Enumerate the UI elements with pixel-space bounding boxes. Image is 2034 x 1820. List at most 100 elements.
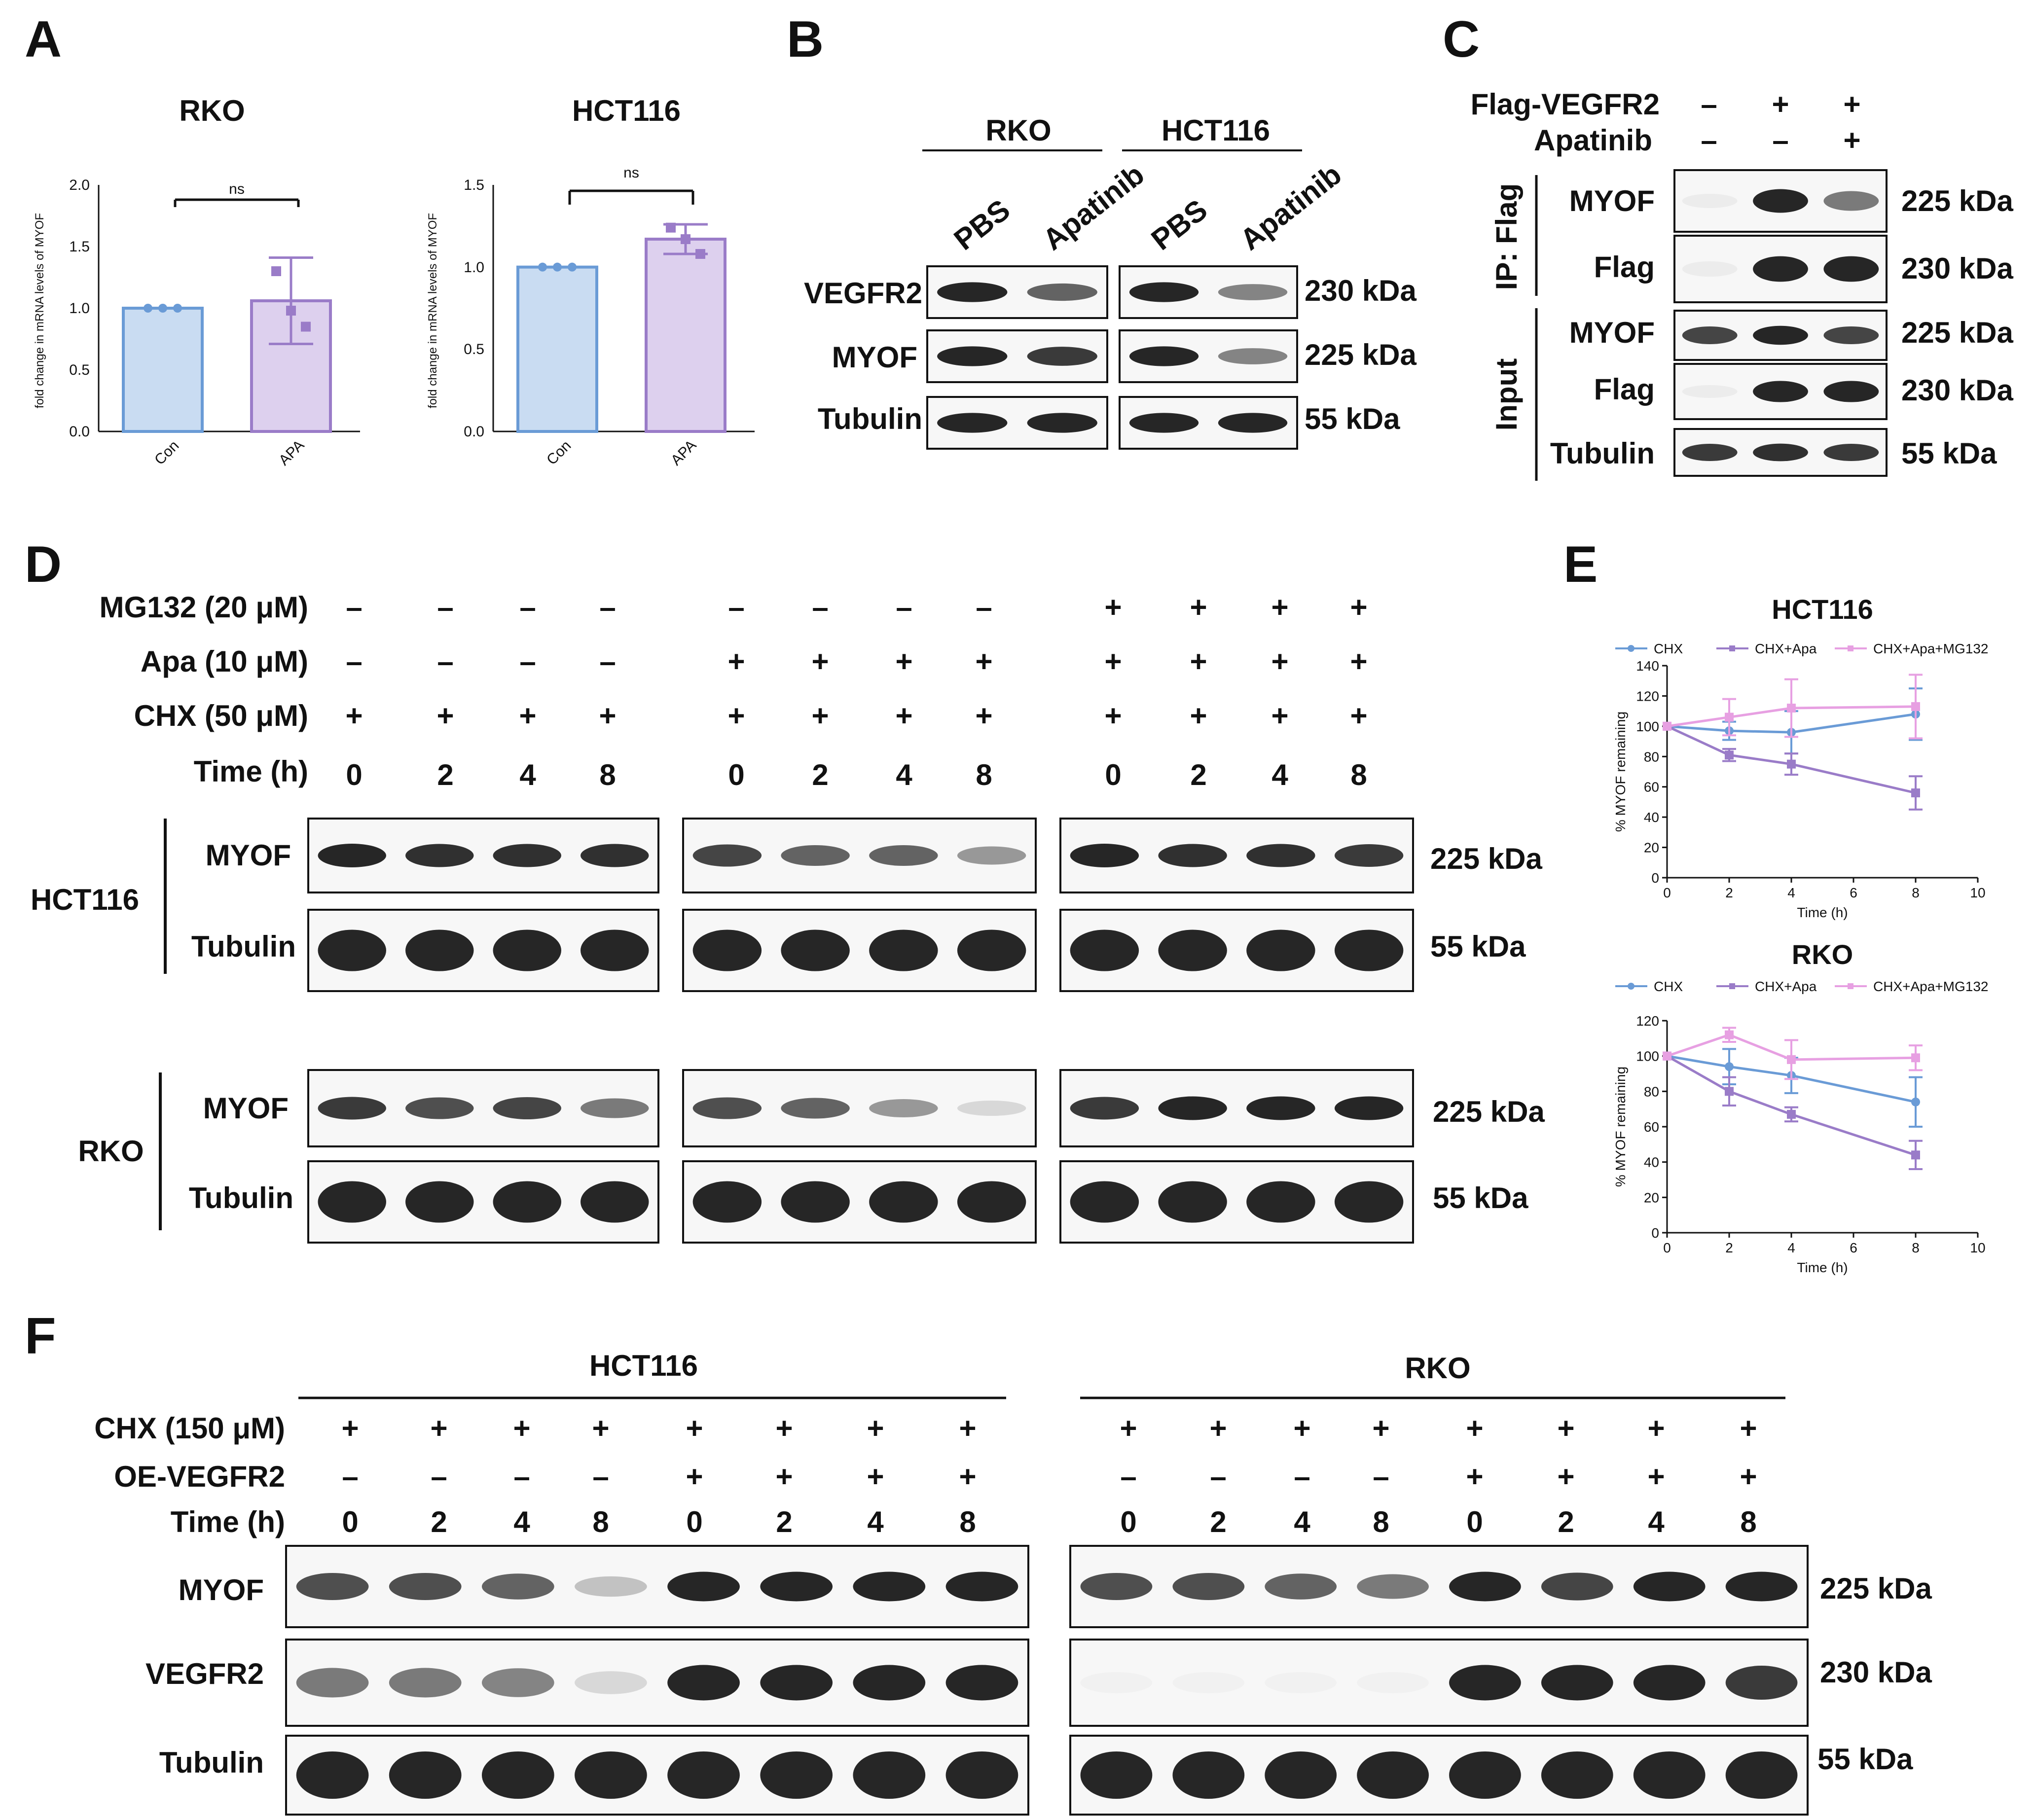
band bbox=[760, 1751, 833, 1799]
data-point bbox=[1911, 1097, 1920, 1106]
band bbox=[760, 1665, 833, 1701]
panel-f-oe-vegfr2: HCT116 RKO CHX (150 μM) OE-VEGFR2 Time (… bbox=[94, 1349, 1932, 1779]
kda-label: 225 kDa bbox=[1901, 184, 2013, 217]
band bbox=[692, 844, 762, 867]
sign: – bbox=[976, 591, 992, 624]
kda-label: 225 kDa bbox=[1433, 1095, 1545, 1128]
row-label: MYOF bbox=[1569, 184, 1655, 217]
condition-label: Flag-VEGFR2 bbox=[1471, 88, 1660, 121]
band bbox=[1246, 929, 1315, 971]
sign: + bbox=[436, 699, 454, 732]
sign: + bbox=[1740, 1412, 1757, 1445]
sign: – bbox=[1210, 1460, 1226, 1493]
band bbox=[1246, 1181, 1315, 1223]
sign: 0 bbox=[342, 1505, 358, 1538]
y-tick-label: 1.0 bbox=[69, 300, 90, 317]
band bbox=[945, 1571, 1018, 1602]
band bbox=[945, 1751, 1018, 1799]
y-tick-label: 140 bbox=[1636, 658, 1659, 674]
legend-marker bbox=[1729, 983, 1735, 989]
lane-label: Apatinib bbox=[1037, 158, 1150, 257]
band bbox=[853, 1571, 926, 1602]
sign: + bbox=[1350, 645, 1367, 678]
blot-box bbox=[307, 909, 659, 992]
sign: + bbox=[1104, 645, 1122, 678]
band bbox=[781, 1181, 850, 1223]
band bbox=[493, 929, 561, 971]
band bbox=[1070, 1181, 1139, 1223]
x-tick-label: 0 bbox=[1663, 885, 1671, 900]
chart-a-rko: RKO fold change in mRNA levels of MYOF 0… bbox=[33, 94, 360, 468]
sign: 2 bbox=[776, 1505, 792, 1538]
band bbox=[1357, 1574, 1429, 1599]
sign: + bbox=[775, 1460, 793, 1493]
sign: + bbox=[867, 1460, 884, 1493]
sign: – bbox=[896, 591, 912, 624]
band bbox=[575, 1576, 647, 1597]
y-tick-label: 1.5 bbox=[69, 239, 90, 255]
condition-signs: + + + + + + + + + + + + + + + + – – – – + + + + – – – – + + + +0 2 4 8 0 2 4 8… bbox=[341, 1412, 1757, 1538]
band bbox=[575, 1751, 647, 1799]
bar bbox=[516, 265, 598, 433]
band bbox=[1334, 1096, 1404, 1120]
x-tick-label: 4 bbox=[1787, 1240, 1795, 1255]
y-tick-label: 0.0 bbox=[69, 424, 90, 440]
band bbox=[781, 1098, 850, 1119]
band bbox=[1129, 413, 1199, 433]
sign: 2 bbox=[1190, 758, 1206, 791]
sign: + bbox=[1557, 1412, 1574, 1445]
data-point bbox=[538, 262, 547, 272]
blot-box bbox=[307, 818, 659, 893]
series-line bbox=[1667, 705, 1916, 728]
blot-box bbox=[1069, 1639, 1809, 1727]
sign: 4 bbox=[519, 758, 536, 791]
band bbox=[667, 1751, 740, 1799]
x-tick-label: 10 bbox=[1970, 885, 1985, 900]
data-point bbox=[695, 249, 705, 259]
band bbox=[493, 1097, 561, 1119]
sign: + bbox=[1466, 1412, 1483, 1445]
band bbox=[581, 1181, 649, 1223]
chart-title: RKO bbox=[179, 94, 245, 127]
data-point bbox=[144, 304, 152, 313]
sign: – bbox=[1373, 1460, 1389, 1493]
band bbox=[957, 1101, 1026, 1116]
chart-a-hct116: HCT116 fold change in mRNA levels of MYO… bbox=[426, 94, 755, 468]
group-label-rko: RKO bbox=[1405, 1352, 1470, 1385]
legend-marker bbox=[1729, 645, 1735, 651]
band bbox=[1449, 1571, 1521, 1602]
row-label: Flag bbox=[1594, 250, 1655, 284]
sign: + bbox=[519, 699, 536, 732]
legend-marker bbox=[1628, 983, 1634, 990]
data-point bbox=[1911, 702, 1920, 711]
chart-title: RKO bbox=[1792, 939, 1853, 970]
y-tick-label: 100 bbox=[1636, 1049, 1659, 1064]
bars bbox=[516, 222, 726, 433]
data-point bbox=[1725, 1030, 1734, 1039]
blot-box bbox=[1059, 909, 1414, 992]
blot-box bbox=[1673, 235, 1888, 303]
sign: 0 bbox=[1120, 1505, 1136, 1538]
blot-box bbox=[1673, 428, 1888, 477]
band bbox=[1027, 283, 1097, 301]
band bbox=[1449, 1665, 1521, 1701]
sign: 4 bbox=[867, 1505, 884, 1538]
blot-box bbox=[926, 329, 1108, 383]
condition-label: MG132 (20 μM) bbox=[100, 591, 309, 624]
lane-label: PBS bbox=[1145, 193, 1213, 256]
band bbox=[937, 282, 1008, 302]
legend-label: CHX bbox=[1654, 979, 1683, 994]
sign: 8 bbox=[1740, 1505, 1756, 1538]
row-label: MYOF bbox=[832, 341, 917, 374]
sign: – bbox=[1120, 1460, 1136, 1493]
sign: 8 bbox=[1350, 758, 1367, 791]
panel-a-bar-charts: RKO fold change in mRNA levels of MYOF 0… bbox=[33, 94, 755, 468]
series-line bbox=[1667, 1055, 1916, 1104]
band bbox=[405, 844, 474, 867]
band bbox=[1541, 1572, 1613, 1601]
band bbox=[869, 929, 938, 971]
band bbox=[692, 1181, 762, 1223]
band bbox=[1357, 1751, 1429, 1799]
band bbox=[481, 1573, 554, 1600]
